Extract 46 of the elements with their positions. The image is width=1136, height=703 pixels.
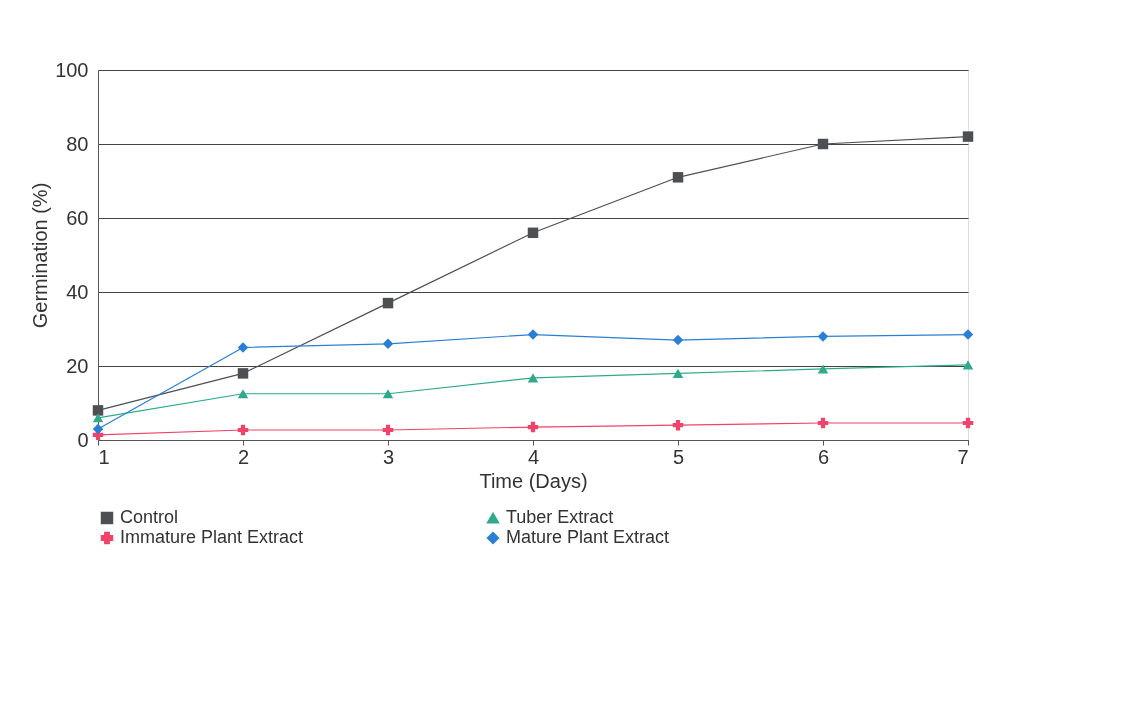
x-tick-label: 3 bbox=[382, 445, 395, 468]
point bbox=[237, 342, 249, 353]
point bbox=[962, 417, 974, 429]
y-tick-label: 100 bbox=[55, 58, 89, 81]
y-axis-title: Germination (%) bbox=[29, 182, 52, 329]
point bbox=[672, 334, 684, 346]
x-tick-label: 1 bbox=[98, 445, 110, 468]
point bbox=[527, 329, 539, 340]
point bbox=[92, 413, 104, 423]
point bbox=[92, 423, 104, 435]
point bbox=[962, 131, 974, 142]
point bbox=[817, 331, 829, 342]
y-tick-label: 20 bbox=[66, 354, 89, 377]
point bbox=[817, 138, 829, 150]
point bbox=[237, 389, 249, 399]
point bbox=[382, 424, 394, 436]
x-tick-label: 6 bbox=[817, 445, 830, 468]
point bbox=[527, 227, 539, 239]
point bbox=[92, 405, 104, 416]
point bbox=[817, 417, 829, 429]
point bbox=[672, 419, 684, 431]
legend-label: Immature Plant Extract bbox=[120, 527, 304, 547]
y-tick-label: 40 bbox=[66, 280, 89, 303]
point bbox=[527, 421, 539, 433]
y-tick-label: 0 bbox=[77, 428, 89, 451]
point bbox=[382, 389, 394, 399]
point bbox=[672, 368, 684, 378]
x-tick-label: 4 bbox=[527, 445, 540, 468]
x-tick-label: 7 bbox=[957, 445, 969, 468]
point bbox=[237, 368, 249, 379]
point bbox=[962, 360, 974, 370]
point bbox=[527, 373, 539, 383]
legend-label: Control bbox=[120, 507, 179, 527]
x-axis-title: Time (Days) bbox=[479, 469, 588, 492]
point bbox=[962, 329, 974, 340]
y-tick-label: 60 bbox=[66, 206, 89, 229]
point bbox=[382, 297, 394, 309]
point bbox=[382, 338, 394, 350]
point bbox=[817, 364, 829, 374]
y-tick-label: 80 bbox=[66, 132, 89, 155]
point bbox=[237, 424, 249, 436]
legend-label: Tuber Extract bbox=[506, 507, 614, 527]
x-tick-label: 2 bbox=[237, 445, 250, 468]
x-tick-label: 5 bbox=[672, 445, 685, 468]
point bbox=[672, 172, 684, 183]
legend-label: Mature Plant Extract bbox=[506, 527, 670, 547]
